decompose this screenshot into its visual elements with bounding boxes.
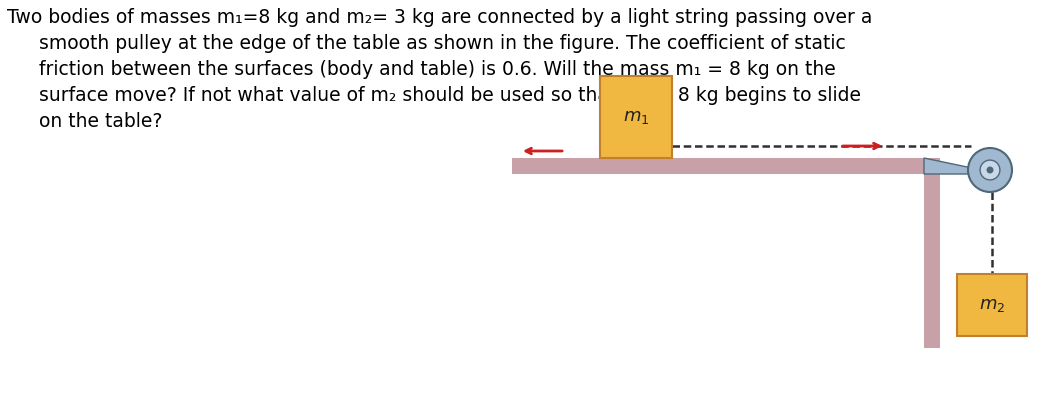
Text: $m_2$: $m_2$ [979, 296, 1005, 314]
Text: smooth pulley at the edge of the table as shown in the figure. The coefficient o: smooth pulley at the edge of the table a… [39, 34, 846, 53]
Text: Two bodies of masses m₁=8 kg and m₂= 3 kg are connected by a light string passin: Two bodies of masses m₁=8 kg and m₂= 3 k… [7, 8, 872, 27]
Text: $m_1$: $m_1$ [623, 108, 649, 126]
Circle shape [980, 160, 1000, 180]
Circle shape [968, 148, 1012, 192]
Text: on the table?: on the table? [39, 112, 163, 131]
Bar [924, 158, 940, 348]
Bar [512, 158, 940, 174]
Circle shape [986, 166, 994, 173]
Polygon shape [924, 158, 991, 174]
Text: surface move? If not what value of m₂ should be used so that mass 8 kg begins to: surface move? If not what value of m₂ sh… [39, 86, 861, 105]
Text: friction between the surfaces (body and table) is 0.6. Will the mass m₁ = 8 kg o: friction between the surfaces (body and … [39, 60, 835, 79]
Bar [957, 274, 1027, 336]
Bar [600, 76, 672, 158]
